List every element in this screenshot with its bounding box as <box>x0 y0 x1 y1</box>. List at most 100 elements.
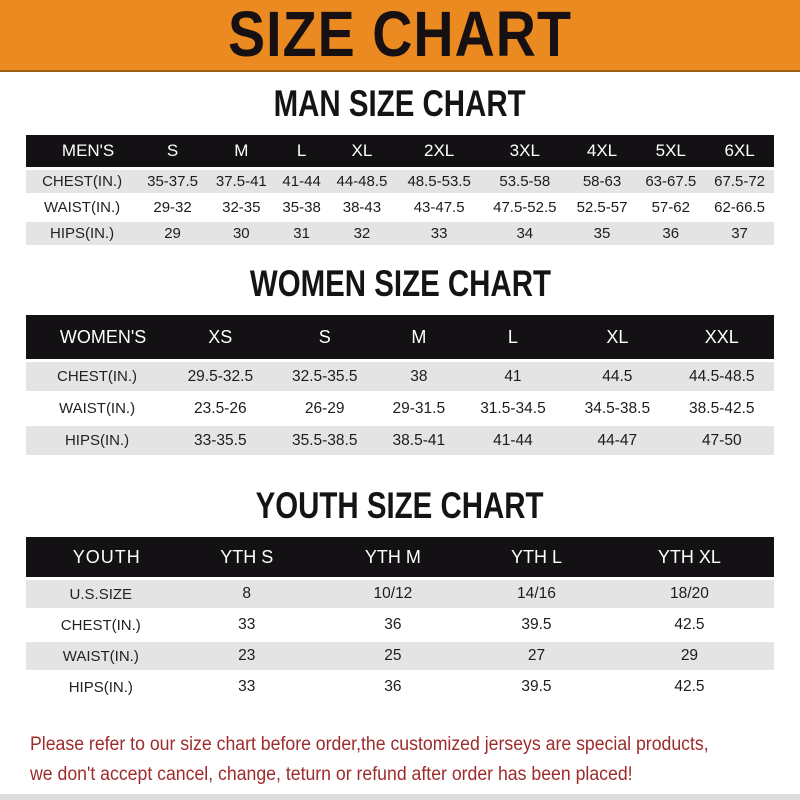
women-size-value-cell: 29.5-32.5 <box>168 362 273 391</box>
men-table-row: HIPS(IN.) 29 30 31 32 33 34 35 36 37 <box>26 222 774 245</box>
men-size-column-header: 4XL <box>567 135 637 167</box>
youth-size-value-cell: 8 <box>175 580 318 608</box>
men-size-table: MEN'S S M L XL 2XL 3XL 4XL 5XL 6XL CHEST(IN.) 35-37… <box>26 132 774 248</box>
youth-header-label: YOUTH <box>26 537 176 577</box>
men-size-value-cell: 43-47.5 <box>396 196 482 219</box>
youth-size-value-cell: 33 <box>175 611 318 639</box>
men-size-value-cell: 35-38 <box>275 196 328 219</box>
men-size-value-cell: 62-66.5 <box>705 196 774 219</box>
youth-row-label: U.S.SIZE <box>26 580 176 608</box>
women-row-label: HIPS(IN.) <box>26 426 169 455</box>
youth-size-column-header: YTH S <box>175 537 318 577</box>
men-row-label: WAIST(IN.) <box>26 196 139 219</box>
youth-table-row: U.S.SIZE 8 10/12 14/16 18/20 <box>26 580 774 608</box>
men-size-column-header: 5XL <box>636 135 706 167</box>
men-section: MAN SIZE CHART MEN'S S M L XL 2XL 3XL 4XL 5XL 6XL… <box>0 82 800 248</box>
women-size-column-header: XL <box>565 315 670 359</box>
youth-size-value-cell: 27 <box>468 642 605 670</box>
men-size-column-header: 2XL <box>396 135 482 167</box>
men-size-column-header: L <box>275 135 328 167</box>
youth-size-value-cell: 39.5 <box>468 611 605 639</box>
size-chart-banner: SIZE CHART <box>0 0 800 72</box>
women-size-value-cell: 47-50 <box>669 426 774 455</box>
men-size-value-cell: 37 <box>705 222 774 245</box>
women-size-value-cell: 44.5-48.5 <box>669 362 774 391</box>
men-size-value-cell: 33 <box>396 222 482 245</box>
banner-title: SIZE CHART <box>227 0 573 71</box>
women-row-label: CHEST(IN.) <box>26 362 169 391</box>
youth-section-heading: YOUTH SIZE CHART <box>0 484 800 526</box>
women-size-value-cell: 38.5-41 <box>376 426 461 455</box>
youth-header-row: YOUTH YTH S YTH M YTH L YTH XL <box>26 537 774 577</box>
youth-table-row: CHEST(IN.) 33 36 39.5 42.5 <box>26 611 774 639</box>
men-size-value-cell: 31 <box>275 222 328 245</box>
women-size-value-cell: 33-35.5 <box>168 426 273 455</box>
women-size-value-cell: 26-29 <box>272 394 377 423</box>
women-table-row: CHEST(IN.) 29.5-32.5 32.5-35.5 38 41 44.5 44.5… <box>26 362 774 391</box>
women-size-value-cell: 23.5-26 <box>168 394 273 423</box>
men-row-label: HIPS(IN.) <box>26 222 139 245</box>
youth-size-column-header: YTH XL <box>604 537 774 577</box>
men-size-value-cell: 37.5-41 <box>206 170 276 193</box>
men-table-row: CHEST(IN.) 35-37.5 37.5-41 41-44 44-48.5 48.5… <box>26 170 774 193</box>
youth-table-row: WAIST(IN.) 23 25 27 29 <box>26 642 774 670</box>
men-size-value-cell: 48.5-53.5 <box>396 170 482 193</box>
youth-size-value-cell: 33 <box>175 673 318 701</box>
women-size-column-header: XS <box>168 315 273 359</box>
youth-table-row: HIPS(IN.) 33 36 39.5 42.5 <box>26 673 774 701</box>
women-size-column-header: L <box>460 315 566 359</box>
youth-row-label: WAIST(IN.) <box>26 642 176 670</box>
men-size-value-cell: 67.5-72 <box>705 170 774 193</box>
youth-size-table: YOUTH YTH S YTH M YTH L YTH XL U.S.SIZE 8 10/12… <box>26 534 774 704</box>
women-size-value-cell: 38 <box>376 362 461 391</box>
youth-size-value-cell: 18/20 <box>604 580 774 608</box>
notice-line-2: we don't accept cancel, change, teturn o… <box>30 764 633 785</box>
men-size-value-cell: 29 <box>138 222 207 245</box>
men-row-label: CHEST(IN.) <box>26 170 139 193</box>
men-size-value-cell: 57-62 <box>636 196 706 219</box>
men-section-heading: MAN SIZE CHART <box>0 82 800 124</box>
men-size-value-cell: 58-63 <box>567 170 637 193</box>
women-table-row: WAIST(IN.) 23.5-26 26-29 29-31.5 31.5-34.5 34… <box>26 394 774 423</box>
men-size-column-header: XL <box>327 135 397 167</box>
youth-row-label: HIPS(IN.) <box>26 673 176 701</box>
men-size-column-header: S <box>138 135 207 167</box>
men-size-value-cell: 34 <box>481 222 568 245</box>
men-size-column-header: M <box>206 135 276 167</box>
youth-heading-text: YOUTH SIZE CHART <box>256 484 544 527</box>
men-size-value-cell: 44-48.5 <box>327 170 397 193</box>
men-header-row: MEN'S S M L XL 2XL 3XL 4XL 5XL 6XL <box>26 135 774 167</box>
notice-line-1: Please refer to our size chart before or… <box>30 734 709 755</box>
men-size-value-cell: 35 <box>567 222 637 245</box>
men-size-value-cell: 32-35 <box>206 196 276 219</box>
women-size-value-cell: 32.5-35.5 <box>272 362 377 391</box>
women-size-table: WOMEN'S XS S M L XL XXL CHEST(IN.) 29.5-32.5 32.5… <box>26 312 774 458</box>
women-section-heading: WOMEN SIZE CHART <box>0 262 800 304</box>
men-size-value-cell: 38-43 <box>327 196 397 219</box>
women-size-value-cell: 38.5-42.5 <box>669 394 774 423</box>
men-header-label: MEN'S <box>26 135 139 167</box>
men-size-value-cell: 35-37.5 <box>138 170 207 193</box>
women-size-column-header: S <box>272 315 377 359</box>
men-size-value-cell: 30 <box>206 222 276 245</box>
youth-size-value-cell: 23 <box>175 642 318 670</box>
youth-size-column-header: YTH L <box>468 537 605 577</box>
women-header-row: WOMEN'S XS S M L XL XXL <box>26 315 774 359</box>
women-header-label: WOMEN'S <box>26 315 169 359</box>
women-size-column-header: M <box>376 315 461 359</box>
women-size-value-cell: 44-47 <box>565 426 670 455</box>
men-size-column-header: 3XL <box>481 135 568 167</box>
youth-size-value-cell: 10/12 <box>317 580 469 608</box>
women-table-row: HIPS(IN.) 33-35.5 35.5-38.5 38.5-41 41-44 44-… <box>26 426 774 455</box>
women-size-value-cell: 29-31.5 <box>376 394 461 423</box>
men-size-value-cell: 63-67.5 <box>636 170 706 193</box>
women-size-value-cell: 34.5-38.5 <box>565 394 670 423</box>
youth-size-value-cell: 36 <box>317 611 469 639</box>
women-size-column-header: XXL <box>669 315 774 359</box>
men-size-column-header: 6XL <box>705 135 774 167</box>
youth-size-value-cell: 39.5 <box>468 673 605 701</box>
women-size-value-cell: 44.5 <box>565 362 670 391</box>
women-size-value-cell: 41 <box>460 362 566 391</box>
bottom-edge-strip <box>0 794 800 800</box>
youth-section: YOUTH SIZE CHART YOUTH YTH S YTH M YTH L YTH… <box>0 484 800 704</box>
